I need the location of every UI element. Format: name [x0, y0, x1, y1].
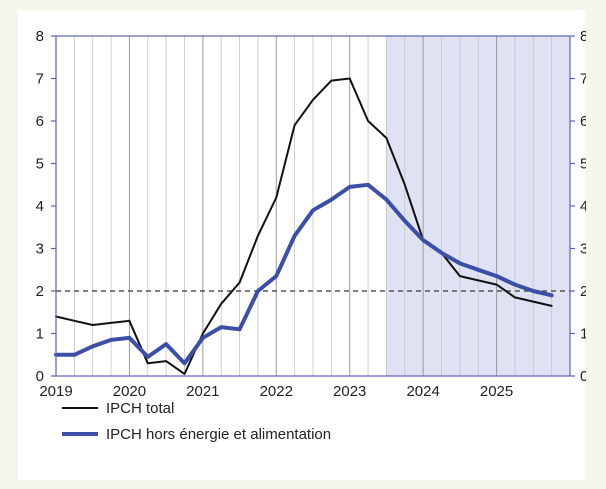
y-tick-label-right: 5	[580, 156, 586, 173]
y-tick-label-left: 4	[36, 198, 44, 215]
y-tick-label-right: 7	[580, 71, 586, 88]
x-tick-label: 2019	[39, 383, 72, 400]
y-tick-label-left: 6	[36, 113, 44, 130]
y-tick-label-left: 2	[36, 283, 44, 300]
legend-label: IPCH hors énergie et alimentation	[106, 426, 331, 443]
legend-label: IPCH total	[106, 400, 174, 417]
chart-panel: 0 0 1 1 2 2 3 3 4 4 5 5 6 6 7 7 8 8 2019 2020 2021 2022 2023 20…	[18, 10, 586, 480]
line-chart: 0 0 1 1 2 2 3 3 4 4 5 5 6 6 7 7 8 8 2019 2020 2021 2022 2023 20…	[36, 28, 586, 443]
x-tick-label: 2020	[113, 383, 146, 400]
y-tick-label-right: 4	[580, 198, 586, 215]
x-tick-label: 2024	[406, 383, 439, 400]
y-tick-label-left: 0	[36, 368, 44, 385]
y-tick-label-left: 8	[36, 28, 44, 45]
x-tick-label: 2025	[480, 383, 513, 400]
y-tick-label-left: 3	[36, 241, 44, 258]
x-tick-label: 2022	[260, 383, 293, 400]
y-tick-label-right: 6	[580, 113, 586, 130]
series-line-ipch-total	[55, 77, 553, 375]
y-tick-label-right: 3	[580, 241, 586, 258]
y-tick-label-right: 0	[580, 368, 586, 385]
y-tick-label-right: 1	[580, 326, 586, 343]
x-tick-label: 2023	[333, 383, 366, 400]
y-tick-label-right: 2	[580, 283, 586, 300]
y-tick-label-left: 1	[36, 326, 44, 343]
y-tick-label-left: 5	[36, 156, 44, 173]
series-line-ipch-core	[54, 182, 554, 366]
y-tick-label-left: 7	[36, 71, 44, 88]
y-tick-label-right: 8	[580, 28, 586, 45]
x-tick-label: 2021	[186, 383, 219, 400]
